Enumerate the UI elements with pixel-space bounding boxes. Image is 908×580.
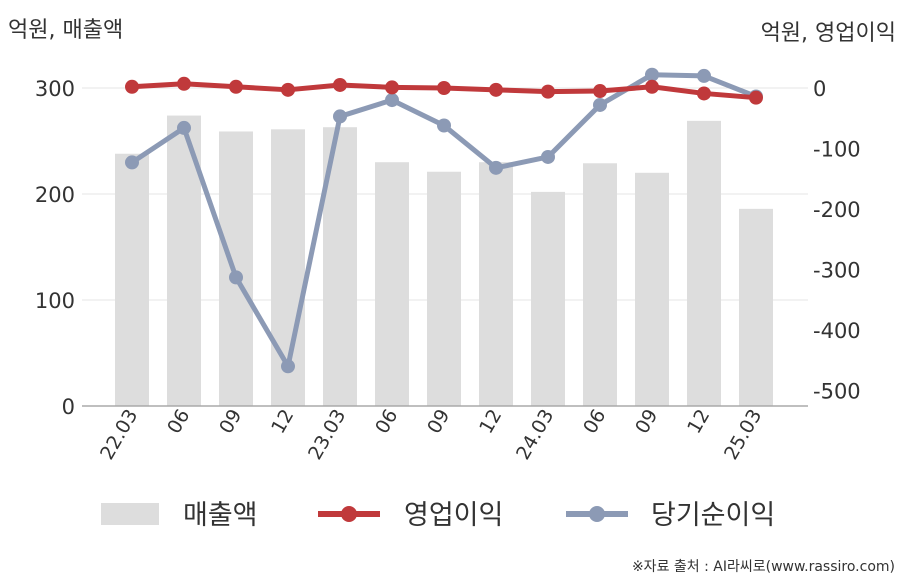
right-tick-label-3: -300 — [813, 259, 861, 283]
source-note: ※자료 출처 : AI라씨로(www.rassiro.com) — [632, 559, 895, 575]
legend: 매출액 영업이익 당기순이익 — [101, 500, 775, 531]
legend-marker-operating-profit — [341, 506, 357, 522]
bar-09-6 — [427, 171, 461, 406]
series-2-point-8 — [541, 149, 555, 164]
series-1-point-1 — [177, 76, 191, 91]
x-tick-label-2: 09 — [215, 406, 246, 438]
bar-06-9 — [583, 163, 617, 406]
left-tick-label-2: 200 — [35, 183, 75, 207]
series-1-point-4 — [333, 77, 347, 92]
series-2-point-4 — [333, 109, 347, 124]
x-tick-label-10: 09 — [631, 406, 662, 438]
left-tick-label-1: 100 — [35, 289, 75, 313]
series-2-point-5 — [385, 93, 399, 108]
series-1-point-7 — [489, 82, 503, 97]
series-1-point-10 — [645, 79, 659, 94]
line-series — [125, 67, 763, 374]
x-tick-label-1: 06 — [163, 406, 194, 438]
legend-label-revenue: 매출액 — [183, 500, 258, 531]
revenue-bars — [115, 115, 773, 407]
series-1-point-0 — [125, 79, 139, 94]
bar-12-11 — [687, 120, 721, 407]
left-axis-unit-label: 억원, 매출액 — [8, 18, 123, 43]
legend-marker-net-income — [589, 506, 605, 522]
right-tick-label-4: -400 — [813, 319, 861, 343]
right-tick-label-5: -500 — [813, 380, 861, 404]
legend-swatch-revenue — [101, 503, 159, 525]
x-axis-ticks: 22.03 06 09 12 23.03 06 09 12 24.03 06 09 12 25.03 — [96, 406, 766, 464]
x-tick-label-0: 22.03 — [96, 406, 142, 464]
legend-label-net-income: 당기순이익 — [651, 500, 775, 531]
series-1-point-3 — [281, 82, 295, 97]
x-tick-label-12: 25.03 — [720, 406, 766, 464]
right-tick-label-2: -200 — [813, 198, 861, 222]
right-axis-ticks: 0 -100 -200 -300 -400 -500 — [813, 77, 861, 404]
x-tick-label-8: 24.03 — [512, 406, 558, 464]
series-2-point-11 — [697, 68, 711, 83]
x-tick-label-4: 23.03 — [304, 406, 350, 464]
series-2-point-7 — [489, 160, 503, 175]
x-tick-label-3: 12 — [267, 406, 298, 438]
bar-25.03-12 — [739, 208, 773, 406]
x-tick-label-9: 06 — [579, 406, 610, 438]
bar-09-10 — [635, 172, 669, 406]
series-2-point-9 — [593, 97, 607, 112]
bar-12-7 — [479, 162, 513, 406]
series-1-point-11 — [697, 86, 711, 101]
legend-label-operating-profit: 영업이익 — [404, 500, 503, 531]
series-1-point-8 — [541, 84, 555, 99]
right-tick-label-1: -100 — [813, 138, 861, 162]
x-tick-label-11: 12 — [683, 406, 714, 438]
x-tick-label-5: 06 — [371, 406, 402, 438]
series-2-point-3 — [281, 359, 295, 374]
series-2-point-10 — [645, 67, 659, 82]
series-1-point-5 — [385, 80, 399, 95]
series-1-point-6 — [437, 81, 451, 95]
series-2-point-0 — [125, 155, 139, 170]
series-1-point-12 — [749, 90, 763, 105]
bar-06-5 — [375, 162, 409, 406]
bar-24.03-8 — [531, 191, 565, 406]
series-2-point-1 — [177, 120, 191, 135]
left-axis-ticks: 0 100 200 300 — [35, 77, 75, 419]
x-tick-label-6: 09 — [423, 406, 454, 438]
x-tick-label-7: 12 — [475, 406, 506, 438]
series-1-point-9 — [593, 84, 607, 99]
left-tick-label-3: 300 — [35, 77, 75, 101]
series-1-point-2 — [229, 79, 243, 94]
bar-09-2 — [219, 131, 253, 406]
series-2-point-2 — [229, 270, 243, 285]
right-axis-unit-label: 억원, 영업이익 — [761, 21, 896, 46]
bar-22.03-0 — [115, 153, 149, 406]
right-tick-label-0: 0 — [813, 77, 826, 101]
left-tick-label-0: 0 — [62, 395, 75, 419]
series-2-point-6 — [437, 118, 451, 133]
